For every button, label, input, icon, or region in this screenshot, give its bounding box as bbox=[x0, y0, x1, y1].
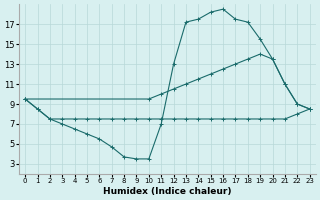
X-axis label: Humidex (Indice chaleur): Humidex (Indice chaleur) bbox=[103, 187, 232, 196]
